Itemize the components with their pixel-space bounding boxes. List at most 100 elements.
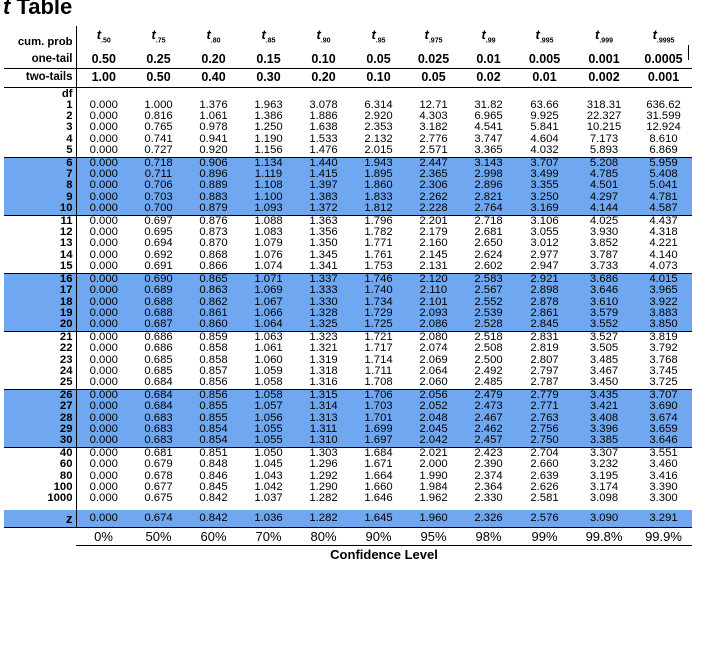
critical-value-cell: 2.467 <box>461 412 516 424</box>
critical-value-cell: 0.000 <box>89 260 118 273</box>
critical-value-cell: 1.415 <box>296 168 351 181</box>
one-tail-value: 0.20 <box>201 51 226 66</box>
critical-value-cell: 3.733 <box>589 260 619 273</box>
one-tail-label: one-tail <box>4 50 77 69</box>
critical-value-cell: 2.086 <box>406 319 461 332</box>
critical-value-cell: 3.143 <box>461 156 516 170</box>
critical-value-cell: 1.984 <box>419 481 448 493</box>
critical-value-cell: 1.314 <box>296 400 351 413</box>
critical-value-cell: 0.684 <box>144 376 173 389</box>
two-tails-value: 0.001 <box>635 68 692 88</box>
table-row: 1 0.000 1.000 1.376 1.963 3.078 6.314 12.71 31.8… <box>4 98 692 111</box>
critical-value-cell: 2.528 <box>461 319 516 332</box>
critical-value-cell: 0.855 <box>186 400 241 413</box>
confidence-value-cell: 90% <box>351 526 406 546</box>
df-cell: 14 <box>4 249 77 262</box>
critical-value-cell: 3.707 <box>635 388 692 402</box>
critical-value-cell: 1.282 <box>309 492 338 505</box>
t-distribution-table: cum. prob t.50 t.75 t.80 t.85 t.90 t.95 t.975 t.… <box>4 26 692 563</box>
critical-value-cell: 2.861 <box>516 307 573 320</box>
critical-value-cell: 1.638 <box>309 121 338 134</box>
critical-value-cell: 0.690 <box>131 272 186 286</box>
critical-value-cell: 0.000 <box>89 492 118 505</box>
critical-value-cell: 2.462 <box>461 423 516 436</box>
critical-value-cell: 2.132 <box>364 132 393 145</box>
critical-value-cell: 2.060 <box>419 376 448 389</box>
critical-value-cell: 63.66 <box>530 98 559 111</box>
critical-value-cell: 2.179 <box>419 226 448 239</box>
critical-value-cell: 3.485 <box>589 353 619 366</box>
t-subscript: .9995 <box>656 37 675 45</box>
critical-value-cell: 1.753 <box>364 260 393 273</box>
critical-value-cell: 1.990 <box>419 469 448 482</box>
critical-value-cell: 5.841 <box>530 121 559 134</box>
critical-value-cell: 1.725 <box>351 319 406 332</box>
critical-value-cell: 0.000 <box>76 168 131 181</box>
critical-value-cell: 0.941 <box>199 132 228 145</box>
critical-value-cell: 3.505 <box>589 342 619 355</box>
critical-value-cell: 0.000 <box>89 364 118 377</box>
empty-cell <box>406 86 461 100</box>
df-cell: 8 <box>4 180 77 192</box>
df-cell: 7 <box>4 168 77 181</box>
df-cell: 11 <box>4 214 77 228</box>
critical-value-cell: 1.476 <box>309 144 338 157</box>
critical-value-cell: 5.041 <box>635 180 692 192</box>
empty-cell <box>76 86 131 100</box>
two-tails-value: 0.20 <box>296 68 351 88</box>
critical-value-cell: 3.450 <box>589 376 619 389</box>
critical-value-cell: 0.677 <box>144 481 173 493</box>
critical-value-cell: 0.000 <box>76 214 131 228</box>
critical-value-cell: 4.785 <box>573 168 635 181</box>
t-column-header: t.90 <box>316 27 331 45</box>
t-column-header: t.999 <box>595 27 613 45</box>
critical-value-cell: 22.327 <box>586 110 622 122</box>
critical-value-cell: 0.000 <box>89 469 118 482</box>
table-row: 15 0.000 0.691 0.866 1.074 1.341 1.753 2.131 2.6… <box>4 260 692 274</box>
critical-value-cell: 3.610 <box>573 296 635 308</box>
critical-value-cell: 2.364 <box>474 481 503 493</box>
critical-value-cell: 1.100 <box>241 191 296 204</box>
table-row: 11 0.000 0.697 0.876 1.088 1.363 1.796 2.201 2.7… <box>4 214 692 228</box>
df-cell: 26 <box>4 388 77 402</box>
critical-value-cell: 1.771 <box>364 237 393 250</box>
table-row: 18 0.000 0.688 0.862 1.067 1.330 1.734 2.101 2.5… <box>4 296 692 308</box>
critical-value-cell: 3.365 <box>474 144 503 157</box>
critical-value-cell: 3.055 <box>530 226 559 239</box>
empty-cell <box>131 86 186 100</box>
confidence-value-cell: 0% <box>76 526 131 546</box>
critical-value-cell: 0.879 <box>186 203 241 216</box>
critical-value-cell: 0.978 <box>199 121 228 134</box>
critical-value-cell: 3.396 <box>573 423 635 436</box>
t-column-header: t.80 <box>206 27 221 45</box>
table-row: 3 0.000 0.765 0.978 1.250 1.638 2.353 3.182 4.54… <box>4 121 692 134</box>
t-subscript: .99 <box>485 37 496 45</box>
critical-value-cell: 1.055 <box>241 435 296 448</box>
critical-value-cell: 0.697 <box>131 214 186 228</box>
critical-value-cell: 2.821 <box>461 191 516 204</box>
critical-value-cell: 2.457 <box>461 435 516 448</box>
critical-value-cell: 2.160 <box>419 237 448 250</box>
z-value-cell: 1.645 <box>351 509 406 528</box>
critical-value-cell: 2.201 <box>406 214 461 228</box>
confidence-value-cell: 60% <box>186 526 241 546</box>
critical-value-cell: 1.058 <box>254 376 283 389</box>
critical-value-cell: 3.527 <box>573 330 635 344</box>
table-row: 19 0.000 0.688 0.861 1.066 1.328 1.729 2.093 2.5… <box>4 307 692 320</box>
critical-value-cell: 1.321 <box>309 342 338 355</box>
critical-value-cell: 1.660 <box>364 481 393 493</box>
critical-value-cell: 1.058 <box>241 388 296 402</box>
t-column-header: t.99 <box>481 27 496 45</box>
one-tail-row: one-tail 0.50 0.25 0.20 0.15 0.10 0.05 0.025 0.0… <box>4 50 692 69</box>
critical-value-cell: 1.706 <box>351 388 406 402</box>
z-label: z <box>4 509 77 528</box>
critical-value-cell: 0.883 <box>186 191 241 204</box>
critical-value-cell: 0.695 <box>144 226 173 239</box>
critical-value-cell: 0.000 <box>89 98 118 111</box>
critical-value-cell: 1.729 <box>351 307 406 320</box>
critical-value-cell: 1.397 <box>296 180 351 192</box>
empty-cell <box>4 545 76 563</box>
critical-value-cell: 3.106 <box>516 214 573 228</box>
critical-value-cell: 2.624 <box>474 248 503 261</box>
critical-value-cell: 0.865 <box>186 272 241 286</box>
